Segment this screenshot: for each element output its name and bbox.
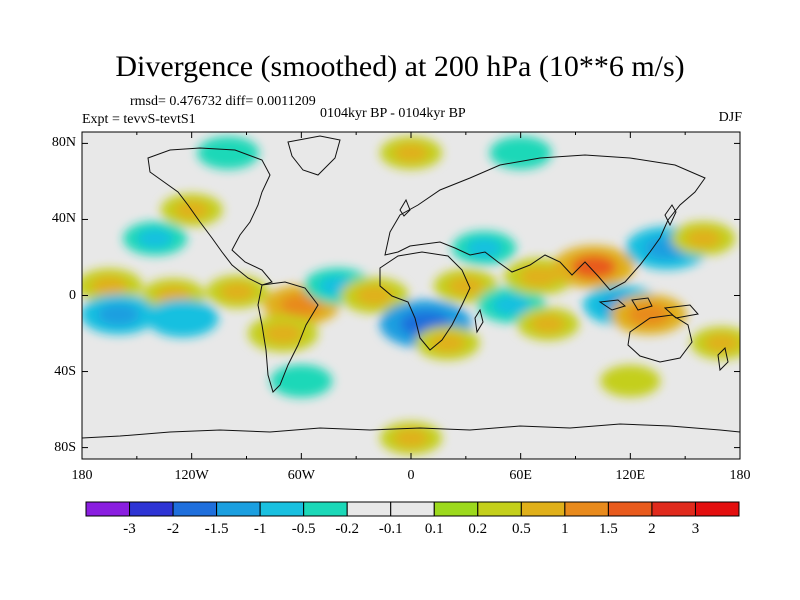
greenland-coast bbox=[287, 135, 341, 176]
y-tick-label: 40S bbox=[54, 363, 76, 379]
australia-coast bbox=[627, 314, 693, 363]
colorbar-box bbox=[85, 501, 131, 517]
uk-coast bbox=[399, 198, 411, 217]
axis-ticks bbox=[81, 132, 741, 459]
antarctica-coast bbox=[82, 423, 740, 439]
x-tick-label: 60W bbox=[287, 468, 315, 483]
field-anomaly-core bbox=[393, 143, 429, 162]
colorbar-box bbox=[607, 501, 653, 517]
field-anomaly-core bbox=[704, 333, 739, 353]
colorbar-label: 0.1 bbox=[424, 521, 444, 537]
field-anomaly-core bbox=[492, 295, 531, 315]
colorbar-label: -0.1 bbox=[378, 521, 403, 537]
stats-text: rmsd= 0.476732 diff= 0.0011209 bbox=[130, 94, 316, 109]
period-text: 0104kyr BP - 0104kyr BP bbox=[320, 106, 466, 121]
field-anomaly-core bbox=[519, 266, 559, 287]
colorbar-label: -3 bbox=[123, 521, 136, 537]
colorbar-box bbox=[477, 501, 522, 517]
colorbar-label: 2 bbox=[648, 521, 656, 537]
colorbar-label: -0.2 bbox=[335, 521, 360, 537]
colorbar-box bbox=[303, 501, 348, 517]
colorbar bbox=[85, 501, 740, 517]
sumatra-coast bbox=[598, 299, 627, 311]
field-anomaly-core bbox=[429, 333, 466, 353]
colorbar-label: 0.2 bbox=[468, 521, 488, 537]
colorbar-box bbox=[694, 501, 740, 517]
x-tick-label: 0 bbox=[407, 468, 415, 483]
colorbar-box bbox=[433, 501, 479, 517]
field-anomaly-core bbox=[220, 282, 255, 301]
field-anomaly-core bbox=[91, 276, 128, 296]
field-anomaly-core bbox=[627, 303, 670, 326]
colorbar-label: 0.5 bbox=[511, 521, 531, 537]
field-anomaly-core bbox=[613, 372, 647, 390]
colorbar-box bbox=[520, 501, 566, 517]
colorbar-box bbox=[259, 501, 305, 517]
colorbar-box bbox=[129, 501, 174, 517]
new-zealand-coast bbox=[717, 346, 729, 372]
coastlines bbox=[82, 135, 740, 439]
x-tick-label: 180 bbox=[71, 468, 93, 483]
x-tick-label: 120W bbox=[174, 468, 209, 483]
colorbar-label: -1.5 bbox=[204, 521, 229, 537]
field-anomaly-core bbox=[211, 143, 246, 162]
experiment-text: Expt = tevvS-tevtS1 bbox=[82, 112, 196, 127]
field-anomaly-core bbox=[280, 294, 323, 317]
colorbar-label: 3 bbox=[691, 521, 700, 537]
y-tick-label: 80S bbox=[54, 439, 76, 455]
new-guinea-coast bbox=[663, 304, 699, 319]
field-anomaly-core bbox=[263, 323, 303, 344]
field-anomaly-core bbox=[284, 371, 319, 391]
x-tick-label: 60E bbox=[509, 468, 532, 483]
field-anomaly-core bbox=[355, 285, 394, 306]
africa-coast bbox=[379, 251, 471, 351]
colorbar-box bbox=[651, 501, 696, 517]
field-anomaly-core bbox=[685, 229, 722, 248]
y-tick-label: 80N bbox=[51, 135, 76, 151]
eurasia-coast bbox=[384, 154, 706, 291]
field-anomaly-core bbox=[571, 255, 617, 279]
colorbar-label: -1 bbox=[253, 521, 267, 537]
colorbar-box bbox=[346, 501, 392, 517]
x-tick-label: 120E bbox=[615, 468, 646, 483]
colorbar-box bbox=[390, 501, 435, 517]
colorbar-box bbox=[216, 501, 261, 517]
season-text: DJF bbox=[718, 110, 742, 125]
field-anomaly-core bbox=[162, 307, 203, 329]
y-tick-label: 0 bbox=[69, 287, 76, 303]
colorbar-box bbox=[564, 501, 609, 517]
x-tick-label: 180 bbox=[729, 468, 751, 483]
colorbar-label: 1 bbox=[561, 521, 569, 537]
colorbar-box bbox=[172, 501, 218, 517]
madagascar-coast bbox=[474, 308, 484, 334]
colorbar-label: 1.5 bbox=[599, 521, 618, 537]
north-america-coast bbox=[147, 147, 273, 286]
colorbar-label: -0.5 bbox=[291, 521, 316, 537]
field-anomaly-core bbox=[97, 303, 140, 326]
y-tick-label: 40N bbox=[51, 211, 76, 227]
field-anomaly-core bbox=[503, 143, 538, 162]
colorbar-label: -2 bbox=[166, 521, 180, 537]
field-anomaly-core bbox=[531, 314, 566, 334]
field-anomaly-core bbox=[393, 429, 429, 448]
japan-coast bbox=[664, 204, 677, 227]
south-america-coast bbox=[257, 281, 319, 393]
field-anomaly-core bbox=[466, 238, 502, 258]
borneo-coast bbox=[631, 297, 653, 311]
plot-title: Divergence (smoothed) at 200 hPa (10**6 … bbox=[115, 50, 685, 83]
field-anomaly-core bbox=[448, 276, 484, 296]
field-anomaly-core bbox=[137, 229, 173, 248]
